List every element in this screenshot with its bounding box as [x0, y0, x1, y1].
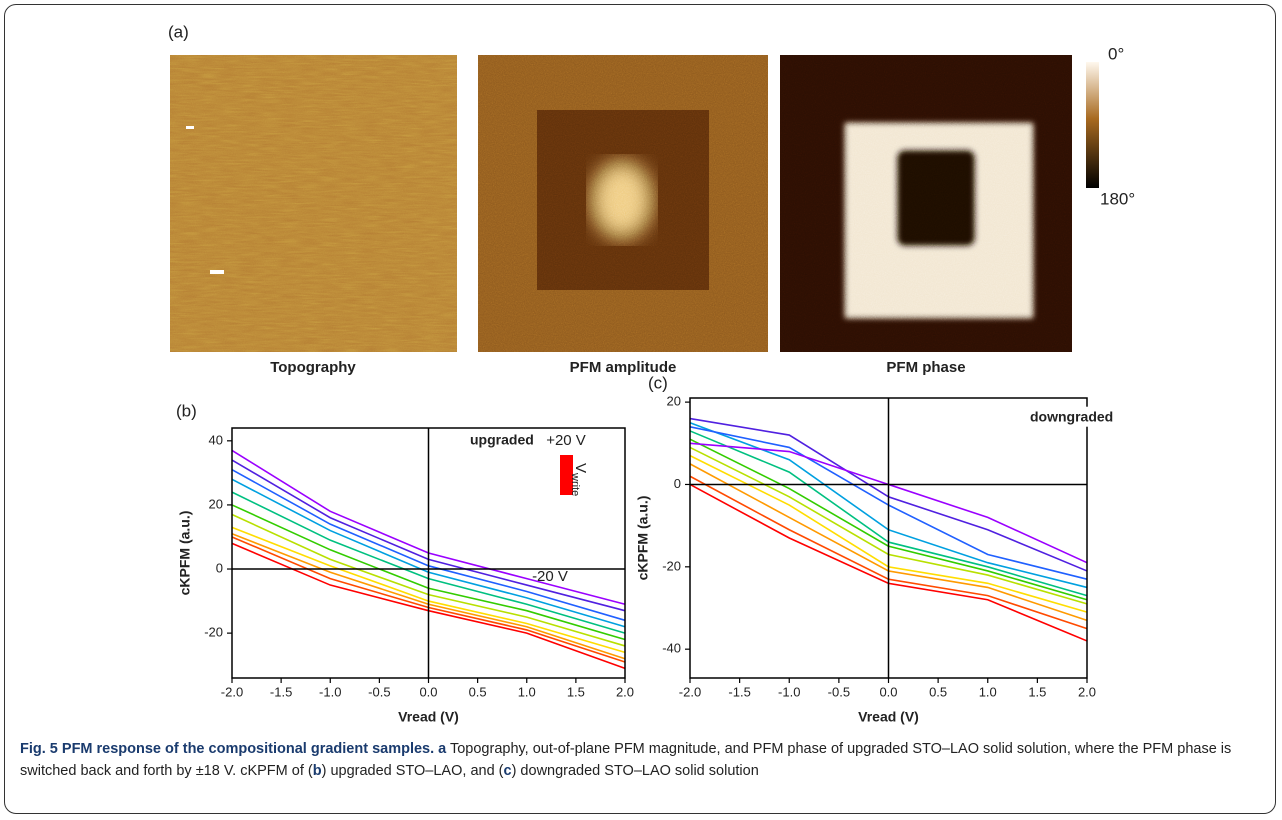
caption-text: c — [504, 763, 512, 779]
pfm-phase-image — [780, 55, 1072, 352]
panel-label: (b) — [176, 401, 197, 420]
y-tick-label: 20 — [667, 394, 681, 409]
x-tick-label: -1.5 — [270, 684, 292, 699]
x-tick-label: 1.0 — [979, 684, 997, 699]
colorbar-title: Vwrite — [569, 463, 589, 496]
caption-text: ) downgraded STO–LAO solid solution — [512, 763, 759, 779]
caption: Fig. 5 PFM response of the compositional… — [20, 738, 1260, 782]
figure-graphics: (a) 0° 180° Topography PFM amplitude PFM… — [0, 0, 1282, 730]
x-tick-label: -2.0 — [679, 684, 701, 699]
colorbar-title-main: V — [572, 463, 589, 473]
x-tick-label: -1.5 — [728, 684, 750, 699]
x-tick-label: 0.0 — [419, 684, 437, 699]
x-tick-label: 2.0 — [1078, 684, 1096, 699]
x-tick-label: 1.5 — [1028, 684, 1046, 699]
x-tick-label: -0.5 — [828, 684, 850, 699]
x-tick-label: 2.0 — [616, 684, 634, 699]
x-axis-label: Vread (V) — [858, 709, 919, 725]
panel-label: (a) — [168, 22, 189, 41]
x-axis-label: Vread (V) — [398, 709, 459, 725]
image-label: Topography — [270, 359, 356, 376]
colorbar-title-sub: write — [569, 472, 581, 496]
topography-image — [170, 55, 457, 352]
caption-text: ) upgraded STO–LAO, and ( — [322, 763, 504, 779]
y-tick-label: -40 — [662, 641, 681, 656]
annotation: upgraded — [470, 432, 534, 448]
colorbar-label: +20 V — [546, 432, 586, 449]
x-tick-label: -1.0 — [319, 684, 341, 699]
y-axis-label: cKPFM (a.u.) — [635, 496, 651, 581]
y-axis-label: cKPFM (a.u.) — [177, 511, 193, 596]
y-tick-label: 0 — [216, 560, 223, 575]
annotation: downgraded — [1030, 409, 1113, 425]
x-tick-label: 0.0 — [879, 684, 897, 699]
phase-colorbar — [1086, 62, 1099, 188]
x-tick-label: -0.5 — [368, 684, 390, 699]
figure: (a) 0° 180° Topography PFM amplitude PFM… — [0, 0, 1282, 820]
y-tick-label: 0 — [674, 476, 681, 491]
image-label: PFM phase — [886, 359, 965, 376]
x-tick-label: -2.0 — [221, 684, 243, 699]
colorbar-label: 0° — [1108, 44, 1124, 63]
y-tick-label: -20 — [204, 625, 223, 640]
x-tick-label: 0.5 — [469, 684, 487, 699]
caption-text: Fig. 5 PFM response of the compositional… — [20, 741, 434, 757]
y-tick-label: 40 — [209, 432, 223, 447]
x-tick-label: 0.5 — [929, 684, 947, 699]
y-tick-label: 20 — [209, 496, 223, 511]
caption-text: a — [438, 741, 446, 757]
colorbar-label: 180° — [1100, 189, 1135, 208]
colorbar-label: -20 V — [532, 568, 568, 585]
x-tick-label: 1.5 — [567, 684, 585, 699]
caption-text: b — [313, 763, 322, 779]
x-tick-label: 1.0 — [518, 684, 536, 699]
pfm-amplitude-image — [478, 55, 768, 352]
x-tick-label: -1.0 — [778, 684, 800, 699]
y-tick-label: -20 — [662, 558, 681, 573]
panel-label: (c) — [648, 373, 668, 392]
